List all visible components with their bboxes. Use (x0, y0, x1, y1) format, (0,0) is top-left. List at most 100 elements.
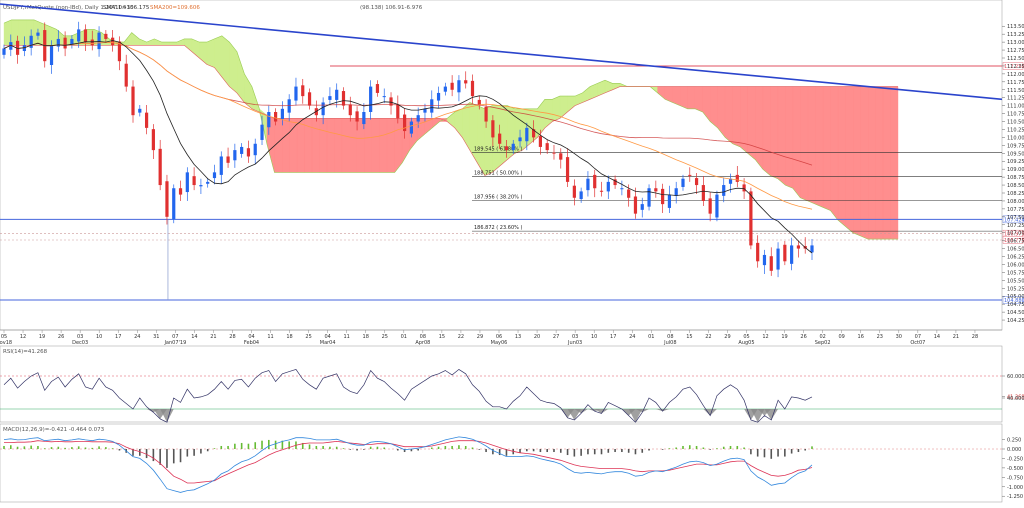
candle-body (178, 188, 183, 195)
y-tick-label: 111.750 (1007, 80, 1024, 86)
candle-body (783, 244, 787, 262)
macd-tick-label: -0.500 (1007, 466, 1023, 472)
candle-body (15, 40, 20, 55)
candle-body (172, 188, 176, 220)
x-tick-label: 10 (96, 334, 102, 340)
cloud-segment (386, 118, 395, 173)
rsi-oversold-fill (574, 409, 588, 414)
candle-body (756, 242, 760, 262)
candle-body (545, 143, 549, 151)
cloud-segment (792, 86, 801, 199)
candle-body (77, 29, 81, 42)
sma-fast-line (3, 40, 813, 254)
candle-body (674, 188, 678, 196)
y-tick-label: 109.000 (1007, 167, 1024, 173)
level-tag-label: 106.975 (1004, 232, 1024, 238)
candle-body (56, 38, 60, 47)
x-tick-label: 14 (934, 334, 940, 340)
cloud-segment (296, 118, 305, 173)
x-tick-label: 18 (363, 334, 369, 340)
y-tick-label: 110.250 (1007, 127, 1024, 133)
candle-body (246, 148, 251, 157)
candle-body (233, 150, 237, 161)
x-tick-label: 22 (705, 334, 711, 340)
y-tick-label: 108.000 (1007, 199, 1024, 205)
x-axis: 05 12 19 26 03 10 17 24 31 07 14 21 28 04 11 18 25 04 11 18… (0, 329, 1002, 346)
macd-line (3, 436, 813, 493)
ohlc-label: (98.138) 106.91-6.976 (360, 5, 423, 11)
candle-body (70, 38, 74, 45)
candle-body (253, 143, 257, 156)
candle-body (559, 153, 563, 160)
y-tick-label: 105.500 (1007, 278, 1024, 284)
candle-body (491, 120, 495, 138)
x-tick-label: 08 (667, 334, 673, 340)
x-tick-label: 30 (896, 334, 902, 340)
x-tick-label: 26 (58, 334, 64, 340)
candle-body (382, 96, 386, 98)
candle-body (701, 185, 705, 201)
fib-level-label: 189.545 ( 61.80% ) (474, 147, 522, 153)
x-tick-label: 12 (20, 334, 26, 340)
candle-body (552, 152, 556, 154)
candle-body (403, 114, 407, 132)
candle-body (267, 112, 271, 128)
candle-body (111, 37, 115, 46)
y-tick-label: 110.750 (1007, 112, 1024, 118)
cloud-segment (552, 95, 561, 122)
x-tick-label: 07 (915, 334, 921, 340)
month-label: Feb04 (244, 340, 259, 346)
y-tick-label: 106.500 (1007, 247, 1024, 253)
cloud-segment (815, 86, 824, 208)
candle-body (328, 96, 332, 100)
candle-body (708, 198, 712, 214)
x-tick-label: 21 (953, 334, 959, 340)
month-label: Mar04 (320, 340, 336, 346)
candle-body (348, 104, 352, 116)
x-tick-label: 25 (382, 334, 388, 340)
macd-signal-line (4, 440, 813, 484)
candle-body (389, 97, 393, 106)
rsi-oversold-fill (567, 409, 582, 420)
candle-body (36, 32, 40, 36)
cloud-segment (371, 118, 380, 173)
candle-body (640, 204, 644, 210)
candle-body (572, 185, 576, 198)
macd-tick-label: -0.750 (1007, 475, 1023, 481)
rsi-oversold-fill (764, 409, 779, 420)
candle-body (335, 89, 339, 100)
cloud-segment (679, 86, 688, 110)
month-label: Aug05 (738, 340, 754, 346)
candle-body (9, 42, 13, 50)
candle-body (355, 111, 359, 122)
cloud-segment (890, 86, 899, 240)
candle-body (742, 184, 746, 192)
x-tick-label: 24 (629, 334, 635, 340)
candle-body (294, 86, 298, 101)
cloud-segment (341, 118, 350, 173)
cloud-segment (319, 118, 328, 173)
x-tick-label: 05 (1, 334, 7, 340)
candle-body (151, 129, 155, 151)
candle-body (470, 80, 475, 97)
month-label: May06 (491, 340, 508, 346)
candle-body (477, 99, 481, 106)
cloud-segment (3, 19, 12, 46)
x-tick-label: 04 (248, 334, 254, 340)
candle-body (104, 33, 108, 39)
y-tick-label: 112.500 (1007, 56, 1024, 62)
candle-body (144, 112, 149, 128)
level-tag-box (1002, 236, 1024, 244)
candle-body (124, 63, 128, 87)
candle-body (226, 156, 230, 163)
candle-body (484, 106, 488, 122)
cloud-segment (875, 86, 884, 240)
x-tick-label: 09 (839, 334, 845, 340)
candle-body (776, 248, 780, 270)
y-tick-label: 111.500 (1007, 88, 1024, 94)
cloud-segment (785, 86, 794, 189)
candle-body (260, 124, 264, 140)
y-tick-label: 106.000 (1007, 262, 1024, 268)
